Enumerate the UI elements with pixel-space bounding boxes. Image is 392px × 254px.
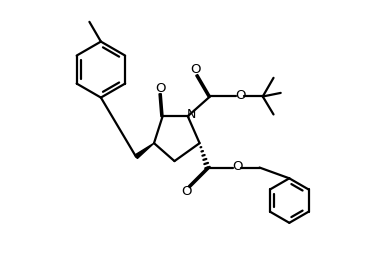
- Text: O: O: [232, 160, 243, 173]
- Text: N: N: [187, 108, 196, 121]
- Polygon shape: [135, 143, 154, 158]
- Text: O: O: [156, 83, 166, 96]
- Text: O: O: [235, 89, 246, 102]
- Text: O: O: [191, 64, 201, 76]
- Text: O: O: [181, 185, 192, 198]
